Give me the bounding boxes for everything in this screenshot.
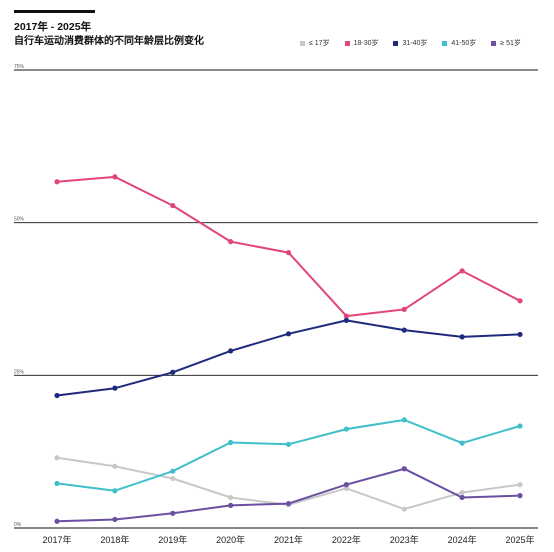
legend-label: 18-30岁 [353, 40, 379, 47]
data-point [112, 516, 118, 523]
series-group [54, 174, 523, 319]
x-tick-label: 2018年 [100, 534, 129, 545]
legend-swatch [344, 40, 350, 46]
data-point [285, 500, 292, 507]
data-point [285, 331, 292, 337]
data-point [459, 489, 465, 496]
data-point [228, 502, 234, 509]
data-point [228, 238, 234, 245]
data-point [459, 268, 465, 274]
chart-title: 2017年 - 2025年 [14, 21, 92, 33]
x-tick-label: 2024年 [448, 534, 477, 545]
series-group [54, 317, 523, 399]
series-group [54, 417, 523, 494]
data-point [459, 440, 465, 446]
data-point [459, 334, 465, 340]
data-point [112, 385, 118, 391]
data-point [285, 441, 292, 447]
data-point [54, 179, 60, 185]
data-point [343, 313, 349, 319]
y-tick-label: 0% [14, 522, 22, 528]
x-tick-label: 2019年 [158, 534, 187, 545]
legend-label: ≤ 17岁 [309, 40, 330, 47]
data-point [228, 439, 234, 446]
data-point [112, 488, 118, 494]
legend-item-18-30: 18-30岁 [344, 38, 379, 48]
x-tick-label: 2021年 [274, 534, 303, 545]
series-line [56, 418, 521, 492]
data-point [170, 202, 176, 209]
grid-lines [14, 69, 538, 529]
x-tick-label: 2020年 [216, 534, 245, 545]
data-point [343, 485, 349, 491]
data-point [517, 482, 523, 488]
y-tick-label: 75% [14, 64, 25, 70]
x-tick-label: 2017年 [42, 534, 71, 545]
y-axis-ticks: 0% 25% 50% 75% [14, 64, 25, 528]
x-axis-ticks: 2017年 2018年 2019年 2020年 2021年 2022年 2023年 2024年… [42, 534, 534, 545]
data-point [401, 417, 407, 423]
legend-swatch [393, 40, 399, 46]
series-line [56, 175, 521, 318]
y-tick-label: 25% [14, 369, 25, 375]
data-point [228, 494, 234, 501]
x-tick-label: 2022年 [332, 534, 361, 545]
data-point [517, 298, 523, 304]
data-point [170, 369, 176, 375]
data-point [401, 466, 407, 472]
data-point [517, 493, 523, 499]
data-point [401, 306, 407, 312]
legend-label: 31-40岁 [402, 40, 428, 47]
legend-item-under-17: ≤ 17岁 [300, 38, 330, 48]
legend: ≤ 17岁 18-30岁 31-40岁 41-50岁 ≥ 51岁 [300, 38, 521, 48]
legend-item-31-40: 31-40岁 [393, 38, 427, 48]
data-point [517, 331, 523, 338]
legend-item-over-51: ≥ 51岁 [491, 38, 521, 48]
data-point [343, 426, 349, 432]
data-point [517, 423, 523, 429]
series-layer [54, 174, 523, 524]
legend-label: 41-50岁 [451, 40, 477, 47]
data-point [112, 463, 118, 469]
data-point [228, 348, 234, 354]
x-tick-label: 2023年 [390, 534, 419, 545]
legend-label: ≥ 51岁 [500, 40, 521, 47]
data-point [170, 468, 176, 474]
data-point [54, 518, 60, 524]
data-point [54, 455, 60, 461]
data-point [54, 392, 60, 399]
data-point [401, 506, 407, 512]
data-point [170, 475, 176, 482]
data-point [285, 249, 292, 256]
legend-swatch [300, 40, 305, 46]
data-point [170, 510, 176, 516]
title-accent-bar [14, 10, 95, 13]
data-point [459, 494, 465, 501]
legend-item-41-50: 41-50岁 [442, 38, 476, 48]
data-point [343, 482, 349, 488]
legend-swatch [491, 40, 497, 46]
x-tick-label: 2025年 [505, 534, 534, 545]
data-point [112, 174, 118, 180]
series-group [54, 466, 523, 524]
chart-subtitle: 自行车运动消费群体的不同年龄层比例变化 [14, 36, 204, 47]
legend-swatch [442, 40, 448, 46]
y-tick-label: 50% [14, 217, 25, 223]
data-point [343, 317, 349, 323]
data-point [401, 327, 407, 333]
data-point [54, 480, 60, 487]
